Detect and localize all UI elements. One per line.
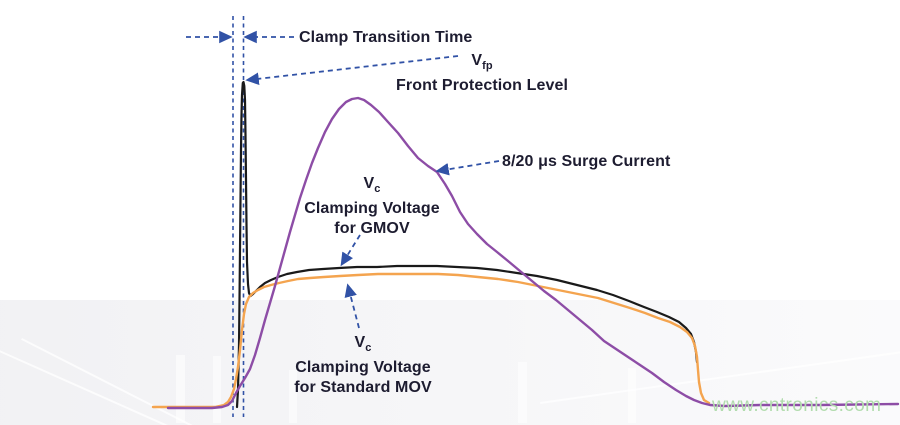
clamp-transition-time-label: Clamp Transition Time bbox=[299, 29, 473, 46]
vc-gmov-label: Vc Clamping Voltage for GMOV bbox=[292, 174, 452, 239]
gmov-arrow bbox=[340, 234, 361, 267]
vc-standard-mov-label: Vc Clamping Voltage for Standard MOV bbox=[272, 333, 454, 398]
mov-arrow bbox=[344, 283, 360, 329]
surge-current-label: 8/20 μs Surge Current bbox=[502, 153, 671, 170]
vc-mov-line2: Clamping Voltage bbox=[295, 359, 431, 377]
background-texture bbox=[176, 355, 185, 423]
vc-mov-line3: for Standard MOV bbox=[294, 379, 432, 397]
front-protection-level-text: Front Protection Level bbox=[396, 77, 568, 95]
vfp-symbol: Vfp bbox=[471, 52, 493, 73]
background-texture bbox=[628, 368, 636, 423]
vc-gmov-line2: Clamping Voltage bbox=[304, 200, 440, 218]
background-texture bbox=[518, 362, 527, 423]
vc-gmov-line3: for GMOV bbox=[334, 220, 410, 238]
background-texture bbox=[213, 356, 221, 423]
vfp-front-protection-label: Vfp Front Protection Level bbox=[382, 51, 582, 96]
curve-surge-current bbox=[166, 96, 900, 410]
watermark: www.cntronics.com bbox=[712, 395, 882, 416]
curve-standard-mov-clamping-voltage bbox=[151, 272, 711, 409]
vc-symbol: Vc bbox=[354, 334, 372, 355]
curve-gmov-clamping-voltage bbox=[235, 80, 699, 409]
background-texture bbox=[289, 370, 297, 423]
surge-arrow bbox=[435, 160, 500, 176]
vc-symbol: Vc bbox=[363, 175, 381, 196]
